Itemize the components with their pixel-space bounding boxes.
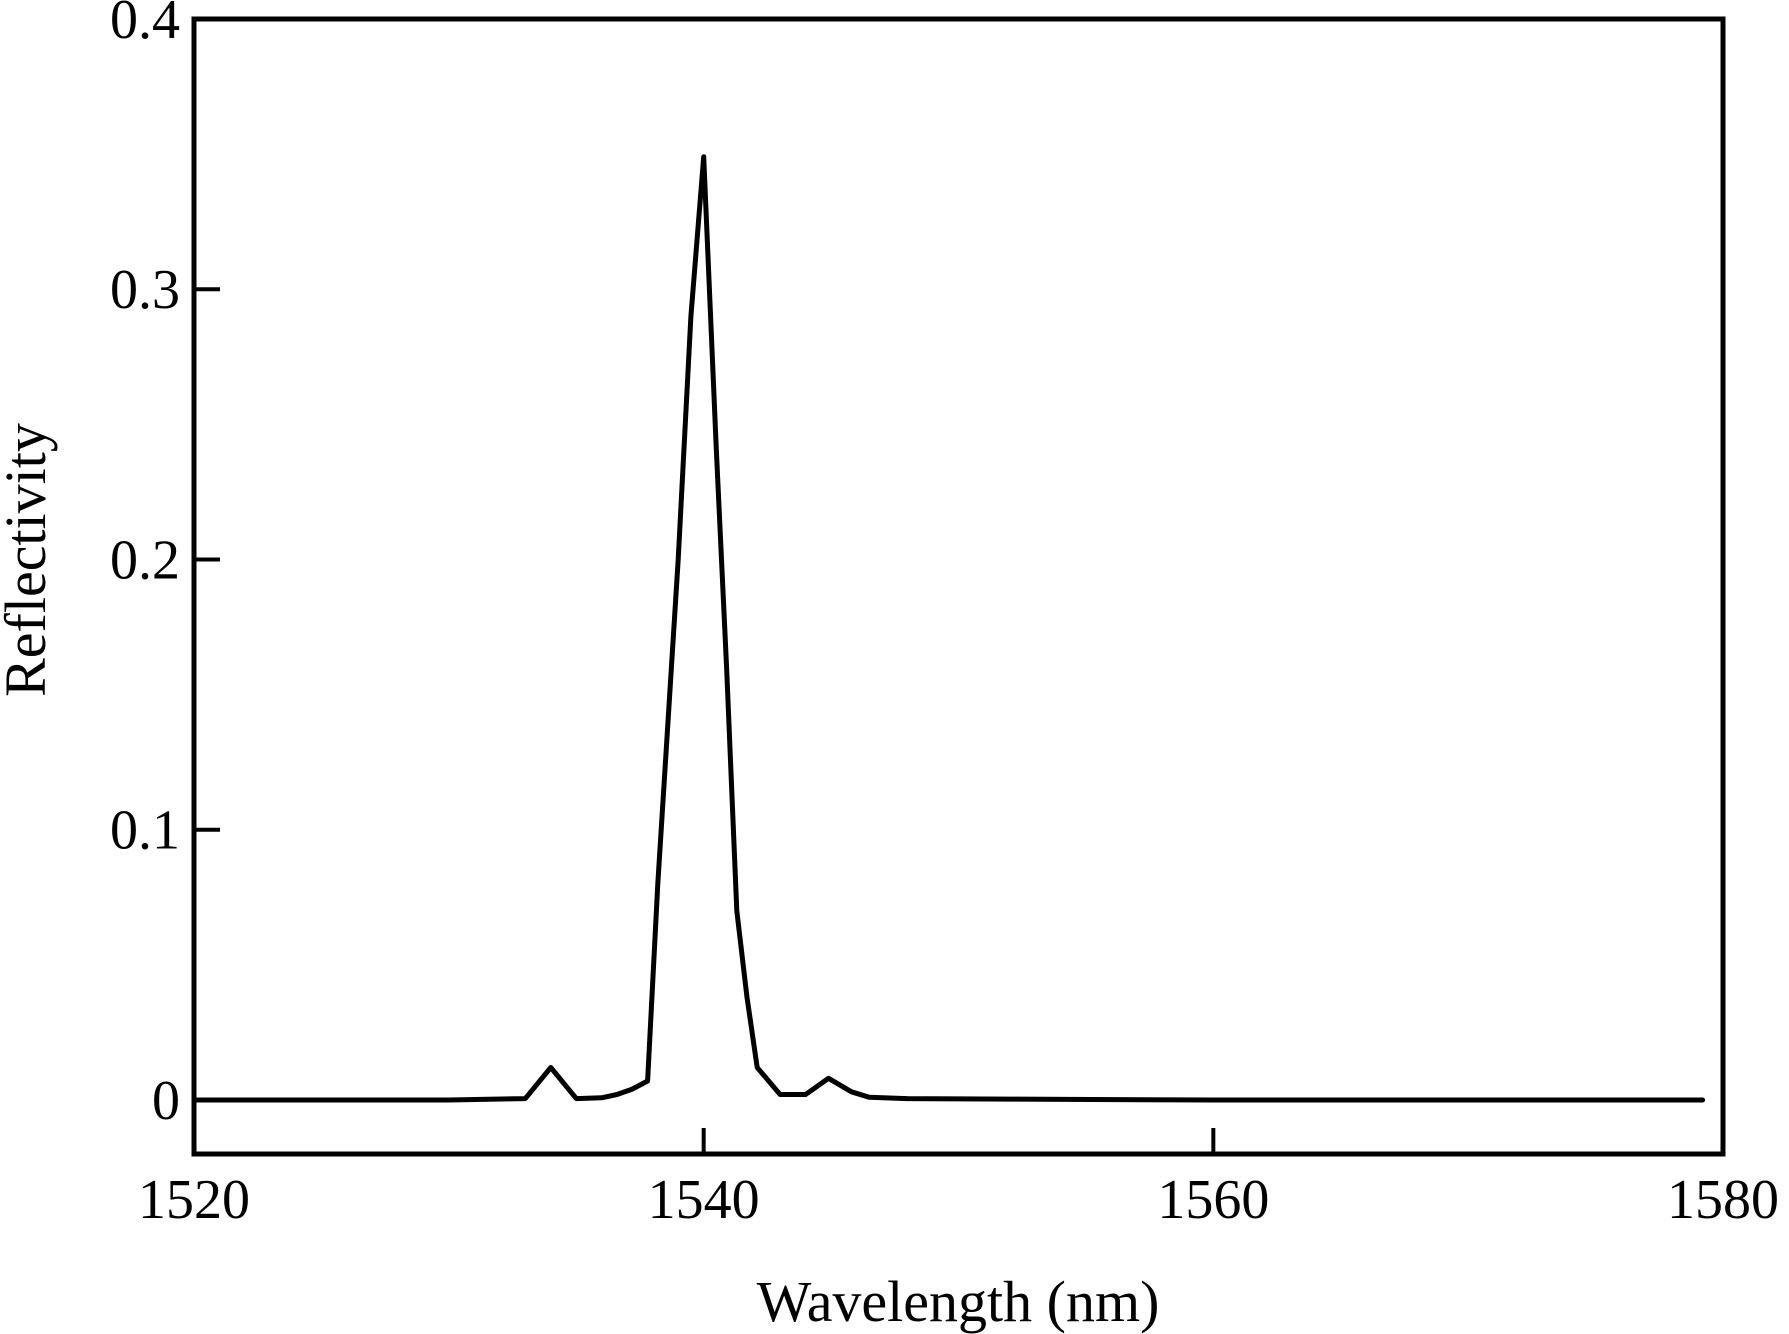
- x-ticks: 1520 1540 1560 1580: [138, 1128, 1779, 1231]
- y-tick-label: 0.2: [110, 529, 180, 591]
- reflectivity-curve: [191, 154, 1706, 1103]
- x-tick-label: 1580: [1667, 1169, 1779, 1231]
- y-tick-label: 0.1: [110, 800, 180, 862]
- x-tick-label: 1520: [138, 1169, 250, 1231]
- y-axis-label: Reflectivity: [0, 423, 58, 697]
- y-tick-label: 0: [152, 1070, 180, 1132]
- plot-frame: [191, 16, 1726, 1157]
- x-tick-label: 1560: [1157, 1169, 1269, 1231]
- x-axis-label: Wavelength (nm): [757, 1269, 1160, 1334]
- y-tick-label: 0.3: [110, 259, 180, 321]
- x-tick-label: 1540: [648, 1169, 760, 1231]
- y-tick-label: 0.4: [110, 0, 180, 51]
- y-ticks: 0 0.1 0.2 0.3 0.4: [110, 0, 220, 1132]
